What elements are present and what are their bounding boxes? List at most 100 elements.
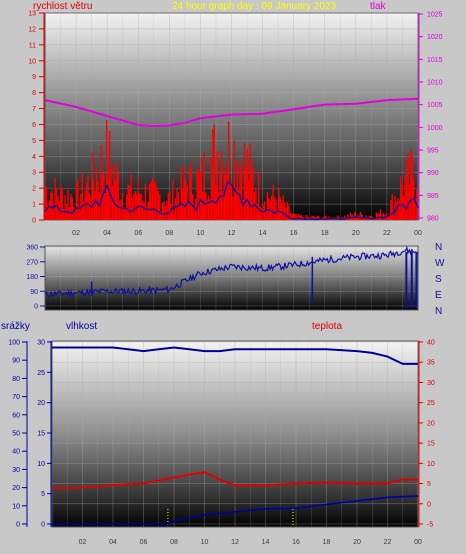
time-tick-label: 04 [109,539,117,546]
temperature-line [51,471,418,490]
pressure-axis: 980 985 990 995 1000 1005 1010 1015 1020 1025 [418,12,443,223]
wind-tick-label: 3 [32,170,36,177]
pressure-line [44,97,419,127]
pressure-tick-label: 990 [427,170,439,177]
temp-tick-label: 35 [427,360,435,367]
time-tick-label: 14 [262,539,270,546]
direction-tick-label: 180 [26,274,38,281]
direction-tick-label: 270 [26,259,38,266]
temp-tick-label: 20 [427,420,435,427]
wind-tick-label: 8 [32,90,36,97]
rain-humidity-temp-panel: 0 5 10 15 20 25 30 0 10 20 30 40 50 60 70 80 90 100 -5 0 5… [1,321,435,546]
wind-direction-series [44,245,419,308]
temp-tick-label: 10 [427,461,435,468]
wind-tick-label: 7 [32,106,36,113]
temp-tick-label: 40 [427,340,435,347]
humidity-axis: 0 10 20 30 40 50 60 70 80 90 100 [8,340,28,529]
time-tick-label: 08 [170,539,178,546]
humidity-tick-label: 90 [12,358,20,365]
time-tick-label: 06 [140,539,148,546]
wind-tick-label: 11 [29,42,36,49]
time-tick-label: 08 [165,230,173,237]
rain-tick-label: 10 [37,461,45,468]
humidity-tick-label: 0 [16,522,20,529]
pressure-tick-label: 1010 [427,80,443,87]
wind-direction-panel: 0 90 180 270 360 N W S E N [26,242,445,317]
time-tick-label: 00 [414,539,422,546]
rain-tick-label: 0 [41,522,45,529]
temperature-label: teplota [312,321,342,332]
pressure-label: tlak [370,1,387,12]
wind-direction-axis: 0 90 180 270 360 [26,245,45,311]
rain-tick-label: 15 [37,431,45,438]
temp-tick-label: 0 [427,501,431,508]
time-tick-label: 00 [414,230,422,237]
graph-title: 24 hour graph day : 09 January 2023 [172,1,336,12]
humidity-tick-label: 10 [12,503,20,510]
rain-tick-label: 5 [41,491,45,498]
temp-tick-label: 5 [427,481,431,488]
pressure-tick-label: 985 [427,193,439,200]
time-tick-label: 22 [383,230,391,237]
temp-tick-label: -5 [427,522,433,529]
compass-w: W [435,258,445,269]
pressure-tick-label: 1000 [427,125,443,132]
humidity-tick-label: 40 [12,449,20,456]
compass-labels: N W S E N [435,242,445,317]
compass-n-bottom: N [435,306,442,317]
time-tick-label: 14 [259,230,267,237]
time-tick-label: 10 [201,539,209,546]
compass-s: S [435,274,442,285]
compass-n-top: N [435,242,442,253]
temp-tick-label: 25 [427,400,435,407]
temp-tick-label: 15 [427,441,435,448]
bottom-grid [52,341,419,527]
time-axis-bottom: 02 04 06 08 10 12 14 16 18 20 22 00 [79,539,422,546]
pressure-tick-label: 1020 [427,34,443,41]
wind-tick-label: 0 [32,218,36,225]
rain-tick-label: 20 [37,400,45,407]
wind-tick-label: 2 [32,186,36,193]
direction-tick-label: 360 [26,245,38,252]
time-tick-label: 22 [384,539,392,546]
humidity-tick-label: 50 [12,431,20,438]
wind-tick-label: 5 [32,138,36,145]
wind-tick-label: 4 [32,154,36,161]
wind-average-line [44,180,419,220]
pressure-tick-label: 995 [427,148,439,155]
rain-label: srážky [1,321,30,332]
temperature-axis: -5 0 5 10 15 20 25 30 35 40 [418,340,435,529]
time-tick-label: 10 [197,230,205,237]
time-tick-label: 16 [292,539,300,546]
time-tick-label: 12 [228,230,236,237]
wind-tick-label: 12 [28,26,36,33]
time-tick-label: 18 [323,539,331,546]
time-tick-label: 12 [231,539,239,546]
wind-tick-label: 10 [28,58,36,65]
time-tick-label: 02 [72,230,80,237]
time-axis-top: 02 04 06 08 10 12 14 16 18 20 22 00 [72,230,422,237]
rain-axis: 0 5 10 15 20 25 30 [37,340,52,529]
time-tick-label: 18 [321,230,329,237]
humidity-tick-label: 100 [8,340,20,347]
temp-tick-label: 30 [427,380,435,387]
direction-tick-label: 0 [34,304,38,311]
rain-tick-label: 30 [37,340,45,347]
humidity-line [52,346,418,365]
time-tick-label: 16 [290,230,298,237]
pressure-tick-label: 980 [427,216,439,223]
pressure-tick-label: 1025 [427,12,443,19]
compass-e: E [435,290,442,301]
humidity-tick-label: 20 [12,485,20,492]
pressure-tick-label: 1015 [427,57,443,64]
direction-tick-label: 90 [30,289,38,296]
time-tick-label: 04 [103,230,111,237]
time-tick-label: 06 [134,230,142,237]
wind-tick-label: 9 [32,74,36,81]
wind-pressure-series [44,97,419,220]
time-tick-label: 02 [79,539,87,546]
rain-tick-label: 25 [37,370,45,377]
